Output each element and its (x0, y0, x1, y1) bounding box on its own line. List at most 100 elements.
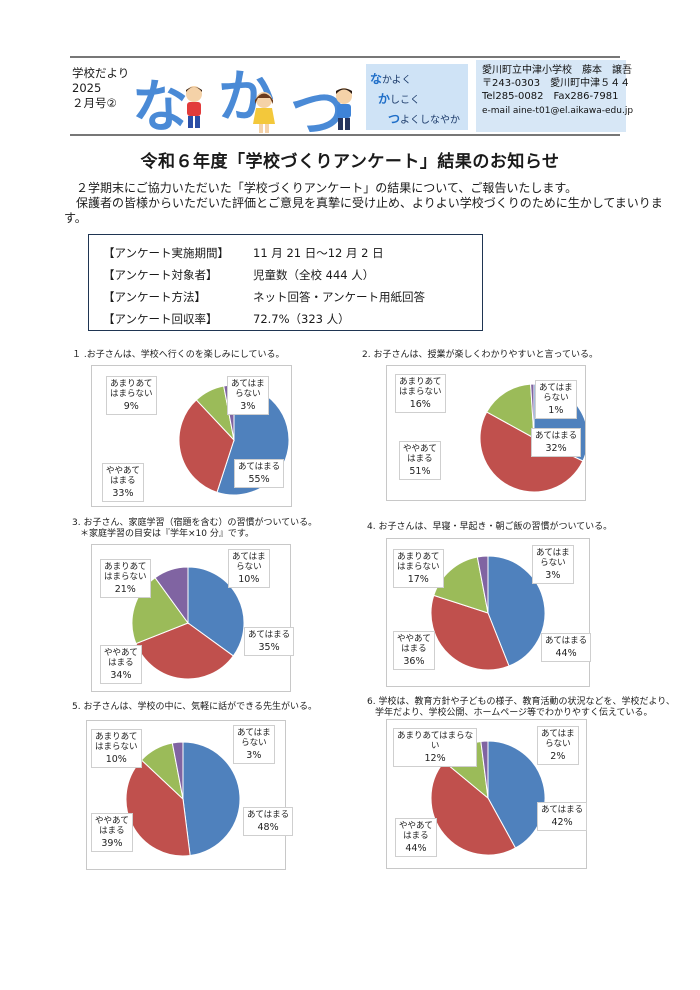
motto-text: かよく (382, 75, 412, 86)
info-label: 【アンケート実施期間】 (103, 246, 230, 260)
data-label-percent: 16% (409, 399, 431, 410)
info-value: ネット回答・アンケート用紙回答 (253, 290, 426, 304)
data-label: あてはま らない 3% (532, 545, 574, 584)
data-label: あてはまる 32% (531, 428, 582, 457)
data-label: あてはまる 42% (537, 802, 588, 831)
data-label: ややあて はまる 44% (395, 818, 437, 857)
data-label: あてはま らない 2% (537, 726, 579, 765)
survey-period-row: 【アンケート実施期間】 11 月 21 日～12 月 2 日 (103, 245, 384, 261)
data-label-percent: 3% (240, 401, 256, 412)
data-label-percent: 3% (246, 750, 262, 761)
masthead-char-1: な (132, 75, 188, 140)
header-rule-bottom (70, 134, 620, 136)
question-6: 6. 学校は、教育方針や子どもの様子、教育活動の状況などを、学校だより、 学年だよ… (367, 697, 675, 718)
page-title: 令和６年度「学校づくりアンケート」結果のお知らせ (140, 152, 560, 172)
data-label: ややあて はまる 36% (393, 631, 435, 670)
school-motto: なかよく かしこく つよくしなやか (366, 64, 468, 130)
newsletter-year: 2025 (72, 81, 102, 95)
pie-chart-q6: あてはまる 42% ややあて はまる 44% あまりあてはまらない 12% あてはま らない 2% (386, 719, 588, 869)
slice-atehamaru (187, 566, 245, 657)
data-label-percent: 2% (550, 751, 566, 762)
slice-yaya-atehamaru (178, 399, 235, 493)
data-label: あてはま らない 10% (228, 549, 270, 588)
slice-amari-atehamaranai (433, 556, 489, 614)
info-value: 72.7%（323 人） (253, 312, 350, 326)
motto-initial: か (378, 92, 391, 106)
data-label-percent: 10% (238, 574, 260, 585)
slice-atehamaranai (171, 741, 184, 800)
motto-initial: な (370, 72, 383, 86)
data-label-percent: 12% (424, 753, 446, 764)
slice-amari-atehamaranai (486, 383, 535, 439)
data-label: あてはまる 48% (243, 807, 294, 836)
data-label-percent: 21% (114, 584, 136, 595)
slice-atehamaru (182, 741, 241, 857)
school-email: e-mail aine-t01@el.aikawa-edu.jp (482, 106, 634, 116)
slice-atehamaranai (154, 566, 189, 625)
intro-text: ２学期末にご協力いただいた「学校づくりアンケート」の結果について、ご報告いたしま… (64, 181, 664, 226)
slice-yaya-atehamaru (430, 594, 510, 671)
motto-text: しこく (390, 95, 421, 106)
school-address: 〒243-0303 愛川町中津５４４ (482, 78, 631, 89)
slice-atehamaru (487, 555, 546, 667)
data-label: あまりあて はまらない 10% (91, 729, 142, 768)
survey-method-row: 【アンケート方法】 ネット回答・アンケート用紙回答 (103, 289, 425, 305)
newsletter-name: 学校だより (72, 66, 130, 80)
data-label: ややあて はまる 39% (91, 813, 133, 852)
newsletter-issue: ２月号② (72, 96, 117, 110)
info-value: 児童数（全校 444 人） (253, 268, 375, 282)
data-label: あてはま らない 3% (233, 725, 275, 764)
pie-svg (430, 555, 546, 671)
header-rule-top (70, 56, 620, 58)
info-label: 【アンケート回収率】 (103, 312, 218, 326)
data-label-percent: 1% (548, 405, 564, 416)
pie-svg (125, 741, 241, 857)
info-value: 11 月 21 日～12 月 2 日 (253, 246, 384, 260)
data-label-percent: 36% (403, 656, 425, 667)
data-label-percent: 32% (545, 443, 567, 454)
survey-rate-row: 【アンケート回収率】 72.7%（323 人） (103, 311, 350, 327)
motto-initial: つ (388, 112, 401, 126)
data-label-percent: 42% (551, 817, 573, 828)
pie-chart-q3: あてはまる 35% ややあて はまる 34% あまりあて はまらない 21% あてはま らない 10… (91, 544, 295, 692)
data-label: ややあて はまる 51% (399, 441, 441, 480)
school-phone: Tel285-0082 Fax286-7981 (482, 91, 619, 102)
data-label: あまりあてはまらない 12% (393, 728, 478, 767)
intro-paragraph: 保護者の皆様からいただいた評価とご意見を真摯に受け止め、よりよい学校づくりのため… (64, 196, 663, 225)
data-label-percent: 55% (248, 474, 270, 485)
child-illustration-icon (186, 86, 202, 128)
data-label-percent: 34% (110, 670, 132, 681)
data-label: あてはまる 44% (541, 633, 592, 662)
survey-info-box: 【アンケート実施期間】 11 月 21 日～12 月 2 日 【アンケート対象者】… (88, 234, 483, 331)
data-label-percent: 44% (405, 843, 427, 854)
data-label-percent: 33% (112, 488, 134, 499)
question-2: 2. お子さんは、授業が楽しくわかりやすいと言っている。 (362, 350, 598, 360)
data-label-percent: 51% (409, 466, 431, 477)
slice-atehamaranai (480, 740, 489, 799)
data-label: あまりあて はまらない 16% (395, 374, 446, 413)
slice-atehamaranai (476, 555, 489, 614)
principal-name: 藤本 譲吾 (582, 65, 632, 76)
slice-yaya-atehamaru (430, 760, 517, 856)
info-label: 【アンケート方法】 (103, 290, 207, 304)
child-illustration-icon (253, 92, 275, 133)
question-3: 3. お子さん、家庭学習（宿題を含む）の習慣がついている。 ＊家庭学習の目安は『学… (72, 518, 318, 539)
pie-chart-q2: あてはまる 32% ややあて はまる 51% あまりあて はまらない 16% あてはま らない 1% (386, 365, 586, 501)
data-label-percent: 48% (257, 822, 279, 833)
pie-chart-q5: あてはまる 48% ややあて はまる 39% あまりあて はまらない 10% あてはま らない 3% (86, 720, 294, 870)
data-label: あてはま らない 1% (535, 380, 577, 419)
data-label-percent: 17% (407, 574, 429, 585)
pie-chart-q4: あてはまる 44% ややあて はまる 36% あまりあて はまらない 17% あてはま らない 3% (386, 538, 592, 687)
data-label: あまりあて はまらない 21% (100, 559, 151, 598)
question-4: 4. お子さんは、早寝・早起き・朝ご飯の習慣がついている。 (367, 522, 613, 532)
data-label-percent: 39% (101, 838, 123, 849)
slice-atehamaranai (530, 383, 535, 439)
data-label-percent: 3% (545, 570, 561, 581)
data-label: あてはまる 35% (244, 627, 295, 656)
data-label-percent: 35% (258, 642, 280, 653)
motto-text: よくしなやか (400, 115, 461, 126)
school-name: 愛川町立中津小学校 (482, 65, 572, 76)
question-1: １ .お子さんは、学校へ行くのを楽しみにしている。 (72, 350, 285, 360)
question-5: 5. お子さんは、学校の中に、気軽に話ができる先生がいる。 (72, 702, 317, 712)
data-label: あてはまる 55% (234, 459, 285, 488)
